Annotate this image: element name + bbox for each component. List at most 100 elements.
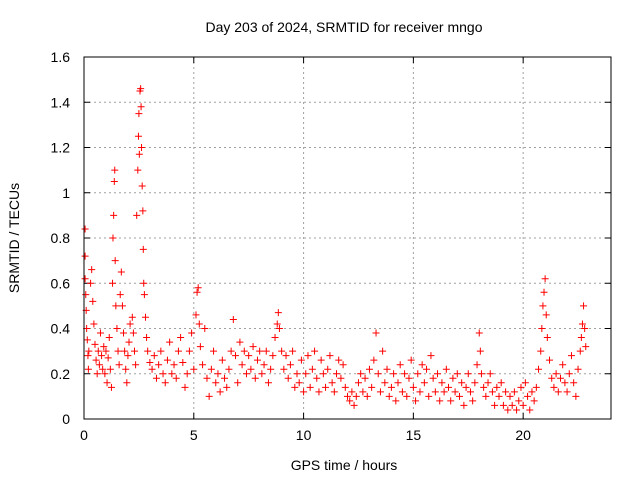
data-point [376,388,384,396]
data-point [172,374,180,382]
data-point [541,275,549,283]
data-point [392,397,400,405]
y-tick-label: 1.6 [51,49,71,65]
data-point [81,275,89,283]
data-point [109,279,117,287]
data-point [475,329,483,337]
data-point [218,356,226,364]
data-point [423,365,431,373]
data-point [116,291,124,299]
data-point [491,401,499,409]
data-point [212,379,220,387]
data-point [405,374,413,382]
data-point [273,320,281,328]
data-point [532,383,540,391]
data-point [302,370,310,378]
data-point [81,252,89,260]
data-point [546,356,554,364]
data-point [128,313,136,321]
data-point [124,352,132,360]
data-point [232,352,240,360]
data-point [519,401,527,409]
data-point [123,379,131,387]
data-point [469,397,477,405]
data-point [438,379,446,387]
data-point [196,343,204,351]
data-point [114,347,122,355]
data-point [324,365,332,373]
data-point [466,388,474,396]
data-point [346,397,354,405]
data-point [134,132,142,140]
y-tick-label: 0.4 [51,321,71,337]
data-point [245,352,253,360]
data-point [210,347,218,355]
data-point [203,374,211,382]
data-point [322,383,330,391]
data-point [473,361,481,369]
plot-frame [83,56,612,420]
data-point [91,340,99,348]
data-point [442,365,450,373]
data-point [476,347,484,355]
data-point [134,166,142,174]
data-point [236,338,244,346]
data-point [335,356,343,364]
data-point [497,379,505,387]
data-point [284,374,292,382]
data-point [567,352,575,360]
data-point [247,365,255,373]
data-point [582,343,590,351]
data-point [517,383,525,391]
data-point [170,361,178,369]
data-point [552,370,560,378]
data-point [542,311,550,319]
data-point [530,397,538,405]
data-point [195,320,203,328]
data-point [190,365,198,373]
data-point [387,383,395,391]
data-point [138,144,146,151]
chart-title: Day 203 of 2024, SRMTID for receiver mng… [205,19,482,35]
data-point [383,365,391,373]
x-axis-label: GPS time / hours [291,457,398,473]
data-point [121,347,129,355]
data-point [207,365,215,373]
data-point [390,370,398,378]
data-point [374,370,382,378]
data-point [205,392,213,400]
data-point [115,361,123,369]
data-point [521,379,529,387]
data-point [157,347,165,355]
data-point [83,336,91,344]
data-point [431,388,439,396]
data-point [280,365,288,373]
data-point [137,103,145,111]
data-point [515,397,523,405]
data-point [565,370,573,378]
data-point [264,379,272,387]
data-point [357,370,365,378]
data-point [427,352,435,360]
data-point [429,374,437,382]
data-point [548,374,556,382]
data-point [453,370,461,378]
data-point [87,279,95,287]
data-point [344,392,351,400]
data-point [508,401,516,409]
data-point [110,211,118,219]
data-point [418,361,426,369]
data-point [161,379,169,387]
data-point [85,347,93,355]
data-point [381,379,389,387]
data-point [543,334,551,342]
data-point [92,356,100,364]
data-point [201,325,209,332]
data-point [94,347,102,355]
data-point [262,347,270,355]
data-point [308,365,316,373]
data-point [499,401,507,409]
data-point [185,347,193,355]
data-point [295,379,303,387]
data-point [144,347,152,355]
